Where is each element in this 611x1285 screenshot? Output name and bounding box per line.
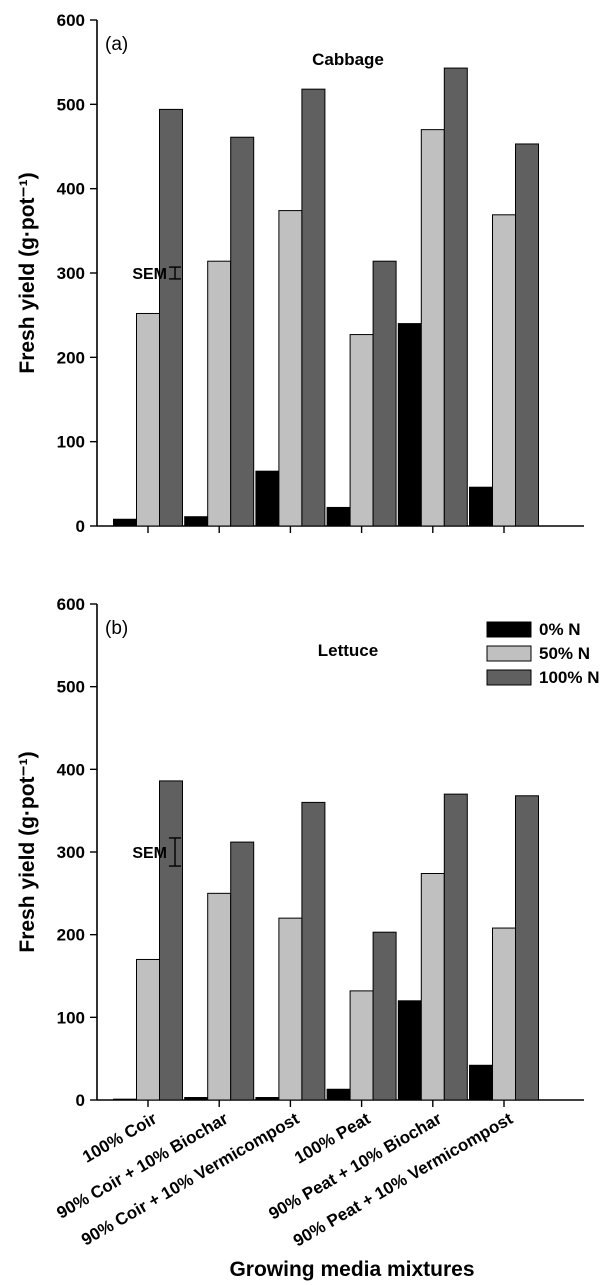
- bar-0nn: [397, 1000, 422, 1101]
- panel-label: (a): [105, 34, 128, 55]
- legend-label: 0% N: [539, 620, 581, 639]
- bar-0nn: [255, 1097, 280, 1101]
- bar-0nn: [326, 506, 351, 527]
- legend-swatch: [486, 669, 532, 686]
- panel-b: 0 100 200 300 400 500 600 (b) Lettuce SEM Fresh yi…: [16, 595, 599, 1250]
- panel-a: 0 100 200 300 400 500 600 (a) Cabbage SEM Fresh yi…: [16, 11, 584, 536]
- bar-50nn: [278, 917, 303, 1101]
- y-tick-label: 600: [57, 11, 85, 30]
- bar-0nn: [326, 1088, 351, 1101]
- bar-100nn: [443, 793, 468, 1101]
- bar-100nn: [301, 801, 326, 1101]
- bar-0nn: [469, 486, 493, 527]
- bar-100nn: [515, 795, 539, 1101]
- y-tick-label: 100: [57, 1008, 85, 1027]
- y-tick-label: 500: [57, 95, 85, 114]
- panel-title: Lettuce: [318, 641, 378, 660]
- bar-50nn: [136, 312, 160, 527]
- sem-label: SEM: [132, 266, 167, 283]
- legend: 0% N 50% N 100% N: [486, 620, 599, 687]
- bar-100nn: [372, 931, 397, 1101]
- y-tick-label: 500: [57, 678, 85, 697]
- chart-panels: 0 100 200 300 400 500 600 (a) Cabbage SEM Fresh yi…: [16, 11, 599, 1250]
- x-axis-title: Growing media mixtures: [229, 1258, 474, 1281]
- bar-50nn: [492, 927, 516, 1101]
- bar-50nn: [136, 958, 160, 1101]
- legend-label: 50% N: [539, 644, 590, 663]
- bar-0nn: [113, 1098, 137, 1101]
- y-tick-label: 400: [57, 180, 85, 199]
- y-tick-label: 200: [57, 926, 85, 945]
- sem-label: SEM: [132, 845, 167, 862]
- y-tick-label: 0: [76, 1091, 85, 1110]
- bar-0nn: [184, 516, 209, 527]
- panel-label: (b): [105, 618, 128, 639]
- bar-100nn: [443, 67, 468, 527]
- bar-0nn: [113, 518, 137, 527]
- bar-100nn: [372, 260, 397, 527]
- bar-0nn: [469, 1064, 493, 1101]
- y-tick-label: 200: [57, 348, 85, 367]
- bar-50nn: [278, 210, 303, 527]
- bar-100nn: [159, 780, 183, 1101]
- bar-0nn: [184, 1097, 209, 1101]
- bar-100nn: [301, 88, 326, 527]
- bar-100nn: [159, 108, 183, 527]
- y-tick-label: 0: [76, 517, 85, 536]
- y-axis-title: Fresh yield (g·pot⁻¹): [16, 751, 39, 952]
- y-tick-label: 600: [57, 595, 85, 614]
- bar-50nn: [492, 214, 516, 527]
- bar-0nn: [397, 323, 422, 527]
- bar-50nn: [420, 129, 445, 527]
- bar-50nn: [420, 872, 445, 1101]
- bar-100nn: [230, 841, 255, 1101]
- legend-swatch: [486, 621, 532, 638]
- bar-0nn: [255, 470, 280, 527]
- bar-100nn: [230, 136, 255, 527]
- panel-title: Cabbage: [312, 50, 384, 69]
- bar-50nn: [349, 990, 374, 1101]
- y-axis-title: Fresh yield (g·pot⁻¹): [16, 172, 39, 373]
- legend-label: 100% N: [539, 668, 599, 687]
- bar-100nn: [515, 143, 539, 527]
- bar-50nn: [207, 892, 232, 1101]
- y-tick-label: 300: [57, 264, 85, 283]
- y-tick-label: 400: [57, 760, 85, 779]
- bar-50nn: [207, 260, 232, 527]
- y-tick-label: 300: [57, 843, 85, 862]
- y-tick-label: 100: [57, 433, 85, 452]
- legend-swatch: [486, 645, 532, 662]
- bar-50nn: [349, 334, 374, 527]
